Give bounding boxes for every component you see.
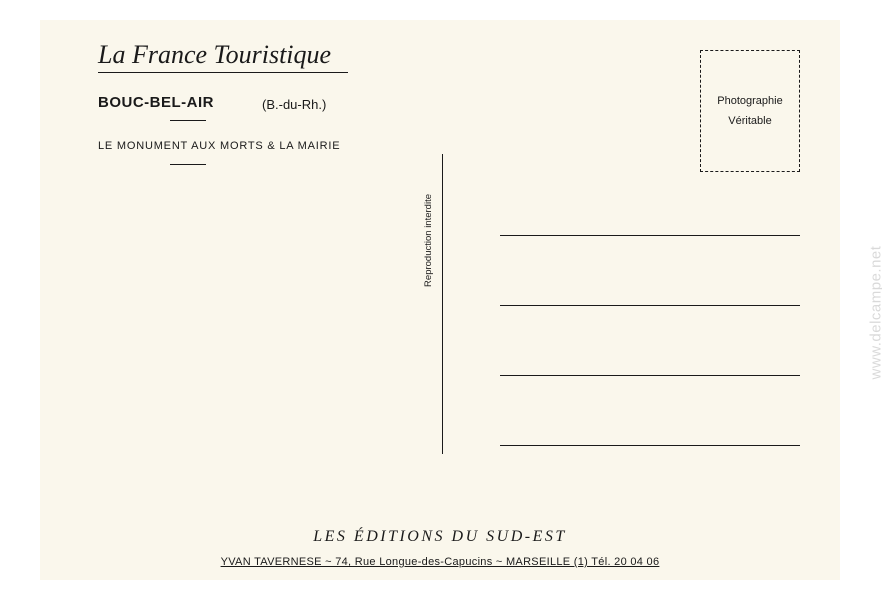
location-name: BOUC-BEL-AIR: [98, 94, 214, 111]
center-divider: [442, 154, 443, 454]
address-line-1: [500, 235, 800, 236]
title-underline: [98, 72, 348, 73]
address-line-2: [500, 305, 800, 306]
reproduction-notice: Reproduction interdite: [423, 194, 434, 287]
stamp-line-2: Véritable: [728, 115, 771, 127]
address-line-3: [500, 375, 800, 376]
stamp-box: Photographie Véritable: [700, 50, 800, 172]
publisher-address: YVAN TAVERNESE ~ 74, Rue Longue-des-Capu…: [40, 556, 840, 568]
stamp-line-1: Photographie: [717, 95, 782, 107]
series-title: La France Touristique: [98, 40, 331, 70]
rule-1: [170, 120, 206, 121]
caption: LE MONUMENT AUX MORTS & LA MAIRIE: [98, 140, 340, 152]
address-line-4: [500, 445, 800, 446]
rule-2: [170, 164, 206, 165]
postcard-back: La France Touristique BOUC-BEL-AIR (B.-d…: [40, 20, 840, 580]
department: (B.-du-Rh.): [262, 97, 326, 112]
publisher-name: LES ÉDITIONS DU SUD-EST: [40, 528, 840, 546]
watermark: www.delcampe.net: [868, 246, 882, 380]
